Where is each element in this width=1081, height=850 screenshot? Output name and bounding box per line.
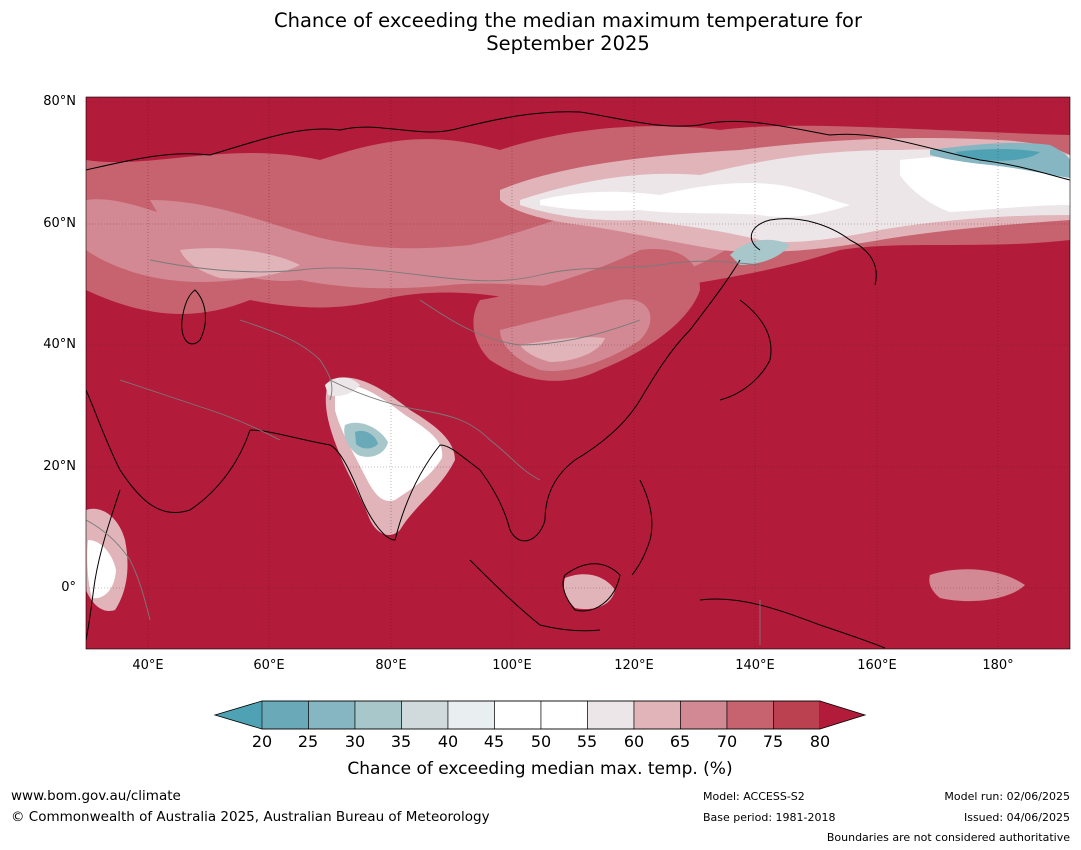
lon-label-100e: 100°E (492, 658, 532, 673)
issued-date: Issued: 04/06/2025 (963, 811, 1070, 824)
copyright-notice: © Commonwealth of Australia 2025, Austra… (11, 809, 490, 825)
border-russia-kazakhstan (149, 259, 541, 282)
colorbar-tick-60: 60 (623, 732, 645, 751)
coastline-borneo (562, 563, 621, 612)
coastline-southeast-asia (479, 459, 576, 542)
region-okhotsk-cool (730, 239, 790, 265)
lon-label-160e: 160°E (857, 658, 897, 673)
lon-label-140e: 140°E (735, 658, 775, 673)
colorbar-tick-75: 75 (762, 732, 784, 751)
colorbar-tick-55: 55 (576, 732, 598, 751)
colorbar-tick-30: 30 (344, 732, 366, 751)
region-china-near-median (520, 337, 605, 362)
colorbar (213, 700, 867, 730)
colorbar-segment (633, 700, 681, 730)
colorbar-tick-70: 70 (716, 732, 738, 751)
title-line-2: September 2025 (486, 32, 650, 55)
colorbar-tick-65: 65 (669, 732, 691, 751)
region-india-near-median (335, 384, 443, 501)
colorbar-segment (726, 700, 774, 730)
graticule (86, 97, 1070, 649)
country-borders (86, 259, 761, 645)
map-title: Chance of exceeding the median maximum t… (0, 9, 1081, 55)
website-link[interactable]: www.bom.gov.au/climate (11, 788, 181, 804)
colorbar-tick-45: 45 (483, 732, 505, 751)
border-himalaya (329, 379, 541, 481)
coastline-south-asia (249, 429, 481, 541)
coastlines (86, 111, 1070, 649)
lon-label-80e: 80°E (375, 658, 407, 673)
colorbar-tick-25: 25 (297, 732, 319, 751)
lat-label-60n: 60°N (43, 216, 76, 231)
region-chukotka-coolest (955, 149, 1040, 161)
probability-field (86, 97, 1070, 649)
lat-label-40n: 40°N (43, 337, 76, 352)
colorbar-outline (213, 700, 867, 730)
colorbar-low-extend (215, 701, 262, 729)
border-africa (86, 519, 151, 621)
colorbar-tick-35: 35 (390, 732, 412, 751)
border-central-asia (239, 319, 333, 401)
colorbar-segment (261, 700, 309, 730)
colorbar-segment (447, 700, 495, 730)
lat-label-0: 0° (61, 580, 76, 595)
colorbar-segment (680, 700, 728, 730)
region-kazakhstan-light (180, 248, 300, 279)
model-run-date: Model run: 02/06/2025 (944, 790, 1070, 803)
boundaries-disclaimer: Boundaries are not considered authoritat… (826, 831, 1070, 844)
colorbar-segment (354, 700, 402, 730)
coastline-china-korea-japan (574, 259, 741, 461)
colorbar-tick-50: 50 (530, 732, 552, 751)
coastline-sumatra (469, 559, 601, 632)
base-period: Base period: 1981-2018 (703, 811, 836, 824)
colorbar-segment (587, 700, 635, 730)
colorbar-segment (773, 700, 821, 730)
model-name: Model: ACCESS-S2 (703, 790, 805, 803)
coastline-caspian (181, 289, 206, 345)
colorbar-segment (494, 700, 542, 730)
colorbar-segments (261, 700, 821, 730)
title-line-1: Chance of exceeding the median maximum t… (273, 9, 863, 32)
region-borneo-light (563, 574, 615, 610)
colorbar-segment (540, 700, 588, 730)
border-china-south (419, 299, 641, 346)
coastline-philippines (631, 479, 653, 576)
colorbar-segment (401, 700, 449, 730)
colorbar-high-extend (820, 701, 865, 729)
region-india-cooler (355, 430, 378, 449)
lat-label-80n: 80°N (43, 94, 76, 109)
coastline-okhotsk (750, 218, 877, 286)
map-frame (85, 96, 1071, 650)
region-pacific-light (929, 569, 1025, 602)
coastline-japan (719, 299, 772, 401)
coastline-arctic (86, 111, 1070, 181)
border-russia-mongolia-china (539, 260, 761, 276)
coastline-arabia (86, 389, 251, 514)
region-east-siberia-near-median (540, 183, 850, 217)
lat-label-20n: 20°N (43, 459, 76, 474)
lon-label-180: 180° (982, 658, 1014, 673)
colorbar-title: Chance of exceeding median max. temp. (%… (347, 759, 733, 779)
colorbar-tick-20: 20 (251, 732, 273, 751)
colorbar-tick-40: 40 (437, 732, 459, 751)
colorbar-tick-80: 80 (809, 732, 831, 751)
coastline-east-africa (86, 489, 121, 641)
border-middle-east (119, 379, 281, 441)
colorbar-segment (308, 700, 356, 730)
lon-label-40e: 40°E (132, 658, 164, 673)
lon-label-120e: 120°E (614, 658, 654, 673)
coastline-new-guinea (699, 598, 886, 649)
lon-label-60e: 60°E (253, 658, 285, 673)
